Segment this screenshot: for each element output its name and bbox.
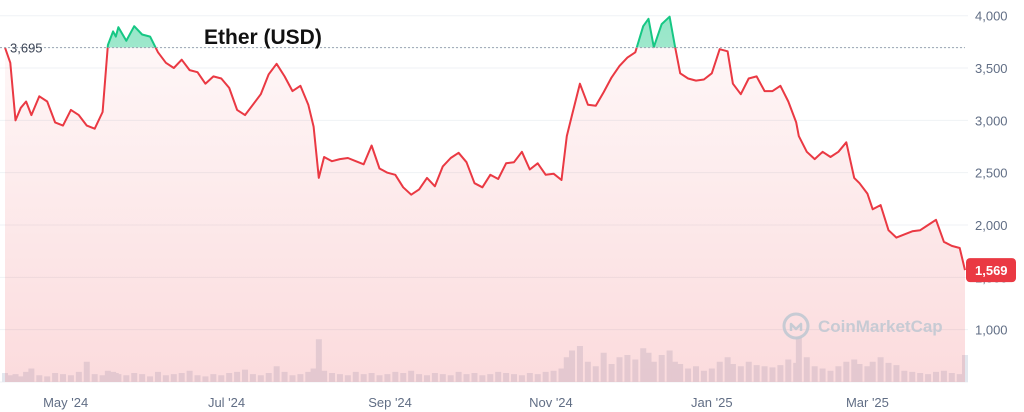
x-tick-label: Sep '24 xyxy=(368,395,412,410)
area-below-reference xyxy=(5,47,965,382)
chart-title: Ether (USD) xyxy=(204,26,322,49)
x-axis: May '24 Jul '24 Sep '24 Nov '24 Jan '25 Mar '… xyxy=(43,395,889,410)
watermark-text: CoinMarketCap xyxy=(818,317,943,336)
x-tick-label: Jan '25 xyxy=(691,395,733,410)
x-tick-label: Jul '24 xyxy=(208,395,245,410)
watermark: CoinMarketCap xyxy=(782,312,943,340)
last-price-badge-bg xyxy=(966,258,1016,283)
x-tick-label: Mar '25 xyxy=(846,395,889,410)
coinmarketcap-logo-icon xyxy=(782,312,810,340)
y-tick-label: 1,000 xyxy=(975,323,1008,338)
y-tick-label: 3,500 xyxy=(975,61,1008,76)
x-tick-label: Nov '24 xyxy=(529,395,573,410)
y-tick-label: 2,500 xyxy=(975,166,1008,181)
y-tick-label: 4,000 xyxy=(975,9,1008,24)
price-line-above xyxy=(4,15,677,48)
reference-value-label: 3,695 xyxy=(10,41,43,56)
last-price-label: 1,569 xyxy=(975,263,1008,278)
price-lines xyxy=(4,15,966,271)
y-tick-label: 2,000 xyxy=(975,218,1008,233)
price-line-below xyxy=(4,47,966,271)
last-price-badge: 1,569 xyxy=(966,258,1016,283)
x-tick-label: May '24 xyxy=(43,395,88,410)
y-tick-label: 3,000 xyxy=(975,113,1008,128)
price-area xyxy=(5,16,965,382)
